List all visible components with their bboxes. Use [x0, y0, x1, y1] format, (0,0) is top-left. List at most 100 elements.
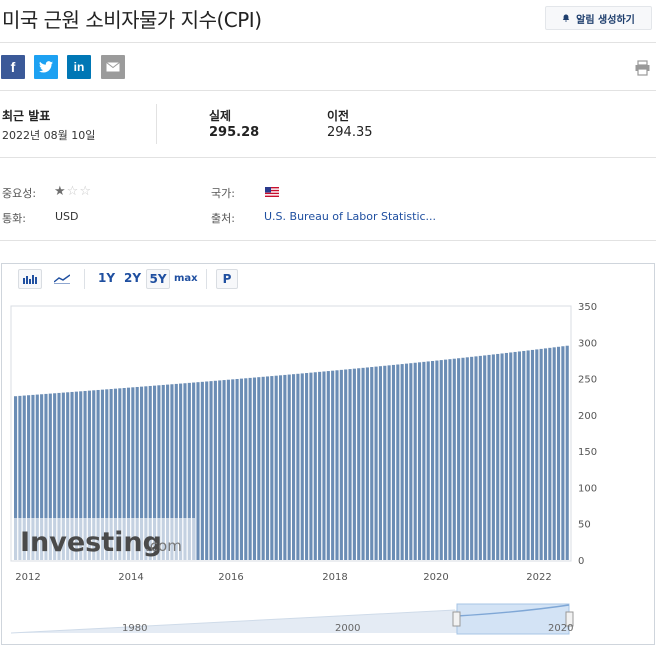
chart-bar	[305, 373, 309, 560]
twitter-icon	[39, 61, 53, 73]
email-share-button[interactable]	[101, 55, 125, 79]
chart-bar	[344, 369, 348, 560]
navigator-handle-right[interactable]	[565, 611, 574, 627]
watermark-brand: Investing	[20, 527, 162, 558]
chart-bar	[22, 395, 26, 560]
chart-bar	[157, 385, 161, 560]
chart-bar	[365, 367, 369, 560]
importance-label: 중요성:	[2, 187, 37, 200]
chart-bar	[248, 377, 252, 560]
navigator-handle-left[interactable]	[452, 611, 461, 627]
chart-bar	[370, 367, 374, 560]
range-5y-button[interactable]: 5Y	[146, 269, 170, 289]
chart-bar	[205, 381, 209, 560]
chart-bar	[391, 364, 396, 560]
chart-bar	[35, 394, 39, 560]
chart-bar	[444, 359, 448, 560]
chart-bar	[478, 355, 482, 560]
chart-bar	[122, 387, 126, 560]
star-filled-icon: ★	[54, 184, 67, 199]
chart-bar	[235, 378, 239, 560]
facebook-share-button[interactable]: f	[1, 55, 25, 79]
chart-bar	[470, 356, 474, 560]
chart-bar	[522, 350, 526, 560]
chart-bar	[187, 382, 191, 560]
chart-bar	[309, 372, 313, 560]
envelope-icon	[106, 62, 120, 72]
chart-bar	[270, 376, 274, 560]
chart-bar	[378, 366, 383, 560]
range-max-button[interactable]: max	[174, 273, 198, 284]
chart-bar	[209, 381, 213, 560]
chart-bar	[44, 393, 48, 560]
chart-bar	[417, 362, 422, 560]
previous-value: 294.35	[327, 125, 373, 140]
latest-release-date: 2022년 08월 10일	[2, 129, 96, 142]
chart-bar	[79, 391, 83, 560]
x-tick-label: 2020	[423, 572, 448, 583]
chart-bar	[87, 390, 91, 560]
chart-bar	[18, 395, 22, 560]
chart-bar	[439, 360, 443, 560]
chart-bar	[170, 384, 174, 560]
navigator[interactable]: 1980 2000 2020	[10, 603, 574, 635]
chart-bar	[387, 365, 391, 560]
chart-bar	[257, 377, 261, 560]
line-chart-button[interactable]	[50, 269, 74, 289]
chart-bar	[561, 346, 565, 560]
bell-icon	[562, 14, 570, 22]
chart-bar	[339, 369, 343, 560]
chart-bar	[92, 390, 96, 560]
chart-bar	[530, 349, 535, 560]
printer-icon[interactable]	[635, 60, 650, 76]
star-empty-icon: ☆	[66, 184, 80, 199]
chart-bar	[539, 348, 543, 560]
chart-bar	[74, 391, 78, 560]
source-link[interactable]: U.S. Bureau of Labor Statistic...	[264, 210, 437, 223]
actual-label: 실제	[209, 109, 232, 123]
linkedin-icon: in	[73, 60, 85, 74]
chart-bar	[431, 360, 435, 560]
chart-bar	[105, 389, 109, 560]
chart-bar	[61, 392, 65, 560]
chart-bar	[348, 369, 352, 560]
chart-bar	[283, 374, 287, 560]
chart-bar	[413, 362, 417, 560]
create-alert-button[interactable]: 알림 생성하기	[545, 6, 652, 30]
chart-bar	[31, 394, 35, 560]
chart-bar	[357, 368, 361, 560]
chart-bar	[265, 376, 270, 560]
chart-bar	[57, 392, 61, 560]
latest-release-label: 최근 발표	[2, 109, 51, 123]
chart-bar	[374, 366, 378, 560]
y-tick-label: 350	[578, 302, 597, 313]
y-tick-label: 300	[578, 338, 597, 349]
chart-bar	[313, 372, 317, 560]
twitter-share-button[interactable]	[34, 55, 58, 79]
chart-bar	[352, 368, 356, 560]
range-2y-button[interactable]: 2Y	[124, 271, 142, 285]
range-1y-button[interactable]: 1Y	[98, 271, 116, 285]
create-alert-label: 알림 생성하기	[576, 14, 635, 26]
chart-bar	[322, 371, 326, 560]
chart-bar	[274, 375, 278, 560]
linkedin-share-button[interactable]: in	[67, 55, 91, 79]
chart-bar	[404, 363, 409, 560]
facebook-icon: f	[10, 59, 16, 75]
chart-bar	[218, 380, 222, 560]
divider	[0, 240, 656, 241]
x-tick-label: 2012	[15, 572, 40, 583]
chart-bar	[66, 392, 70, 560]
chart-bar	[483, 355, 487, 560]
x-tick-label: 2016	[218, 572, 243, 583]
y-tick-label: 50	[578, 520, 591, 531]
p-button[interactable]: P	[216, 269, 238, 289]
bar-chart-button[interactable]	[18, 269, 42, 289]
chart-bar	[448, 359, 452, 560]
currency-label: 통화:	[2, 212, 26, 225]
divider	[0, 42, 656, 43]
chart-bar	[135, 386, 139, 560]
chart-bar	[331, 370, 335, 560]
chart-bar	[144, 386, 148, 560]
chart-bar	[153, 385, 157, 560]
